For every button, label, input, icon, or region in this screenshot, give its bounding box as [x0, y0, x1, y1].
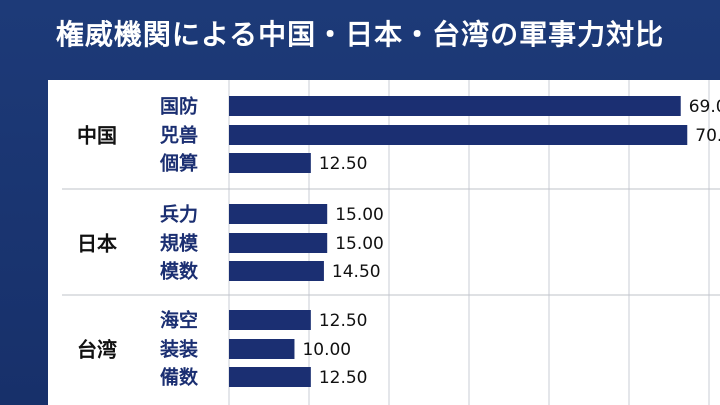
- bar: [229, 153, 311, 173]
- data-label: 14.50: [332, 262, 381, 282]
- group-label: 中国: [77, 124, 117, 148]
- group-label: 日本: [77, 232, 117, 256]
- category-label: 規模: [160, 232, 199, 255]
- data-label: 15.00: [335, 205, 384, 225]
- bar: [229, 339, 295, 359]
- bar: [229, 204, 328, 224]
- bar: [229, 367, 311, 387]
- bar: [229, 96, 681, 116]
- category-label: 個算: [159, 152, 198, 175]
- data-label: 69.00: [689, 97, 720, 117]
- category-label: 国防: [160, 95, 198, 118]
- bar-chart: 中国 国防 69.00 兕兽 70.00 個算 12.50 日本 兵力 15.00 規模 15.00 模…: [62, 80, 720, 405]
- data-label: 70.00: [695, 126, 720, 146]
- category-label: 海空: [160, 309, 198, 332]
- chart-title: 権威機関による中国・日本・台湾の軍事力対比: [55, 18, 665, 51]
- bar: [229, 233, 328, 253]
- chart-panel: 中国 国防 69.00 兕兽 70.00 個算 12.50 日本 兵力 15.00 規模 15.00 模…: [48, 80, 720, 405]
- category-label: 装装: [159, 338, 198, 361]
- category-label: 模数: [160, 260, 199, 283]
- data-label: 12.50: [319, 368, 368, 388]
- bar: [229, 125, 688, 145]
- data-label: 10.00: [302, 340, 351, 360]
- category-label: 備数: [160, 366, 199, 389]
- data-label: 12.50: [319, 311, 368, 331]
- bar: [229, 310, 311, 330]
- group-label: 台湾: [77, 338, 117, 362]
- data-label: 15.00: [335, 234, 384, 254]
- bar: [229, 261, 324, 281]
- data-label: 12.50: [319, 154, 368, 174]
- category-label: 兵力: [160, 203, 198, 226]
- category-label: 兕兽: [160, 124, 198, 147]
